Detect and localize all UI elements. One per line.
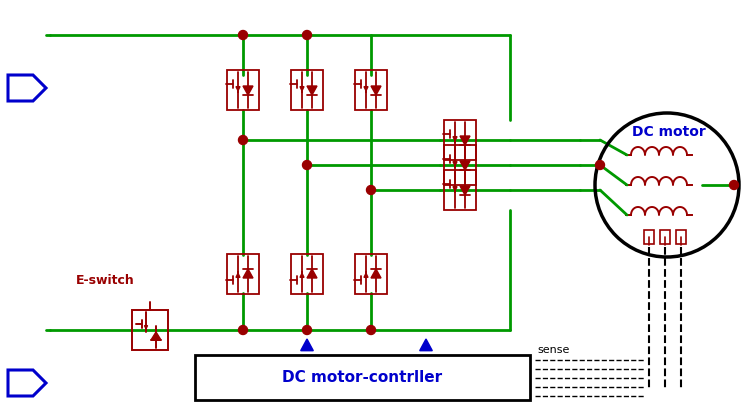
Polygon shape [301, 339, 314, 351]
Polygon shape [460, 186, 470, 195]
Bar [291, 254, 323, 294]
Polygon shape [460, 136, 470, 145]
Bar [195, 355, 530, 400]
Circle shape [366, 326, 375, 334]
Polygon shape [371, 269, 381, 278]
Polygon shape [243, 86, 253, 95]
Bar [227, 70, 259, 110]
Bar [660, 230, 670, 244]
Bar [444, 170, 476, 210]
Circle shape [596, 161, 605, 170]
Bar [291, 70, 323, 110]
Circle shape [238, 135, 247, 145]
Circle shape [366, 186, 375, 194]
Polygon shape [151, 332, 161, 340]
Circle shape [238, 31, 247, 39]
Text: DC motor: DC motor [632, 125, 706, 139]
Bar [132, 310, 168, 350]
Polygon shape [460, 161, 470, 170]
Circle shape [302, 31, 311, 39]
Circle shape [302, 161, 311, 170]
Text: E-switch: E-switch [75, 273, 134, 286]
Bar [676, 230, 686, 244]
Circle shape [302, 326, 311, 334]
Bar [355, 70, 387, 110]
Polygon shape [307, 269, 317, 278]
Polygon shape [371, 86, 381, 95]
Circle shape [730, 181, 738, 189]
Polygon shape [420, 339, 432, 351]
Bar [644, 230, 654, 244]
Bar [444, 145, 476, 185]
Text: sense: sense [537, 345, 569, 355]
Circle shape [238, 326, 247, 334]
Bar [355, 254, 387, 294]
Bar [444, 120, 476, 160]
Bar [227, 254, 259, 294]
Text: DC motor-contrller: DC motor-contrller [283, 370, 443, 385]
Polygon shape [307, 86, 317, 95]
Polygon shape [243, 269, 253, 278]
